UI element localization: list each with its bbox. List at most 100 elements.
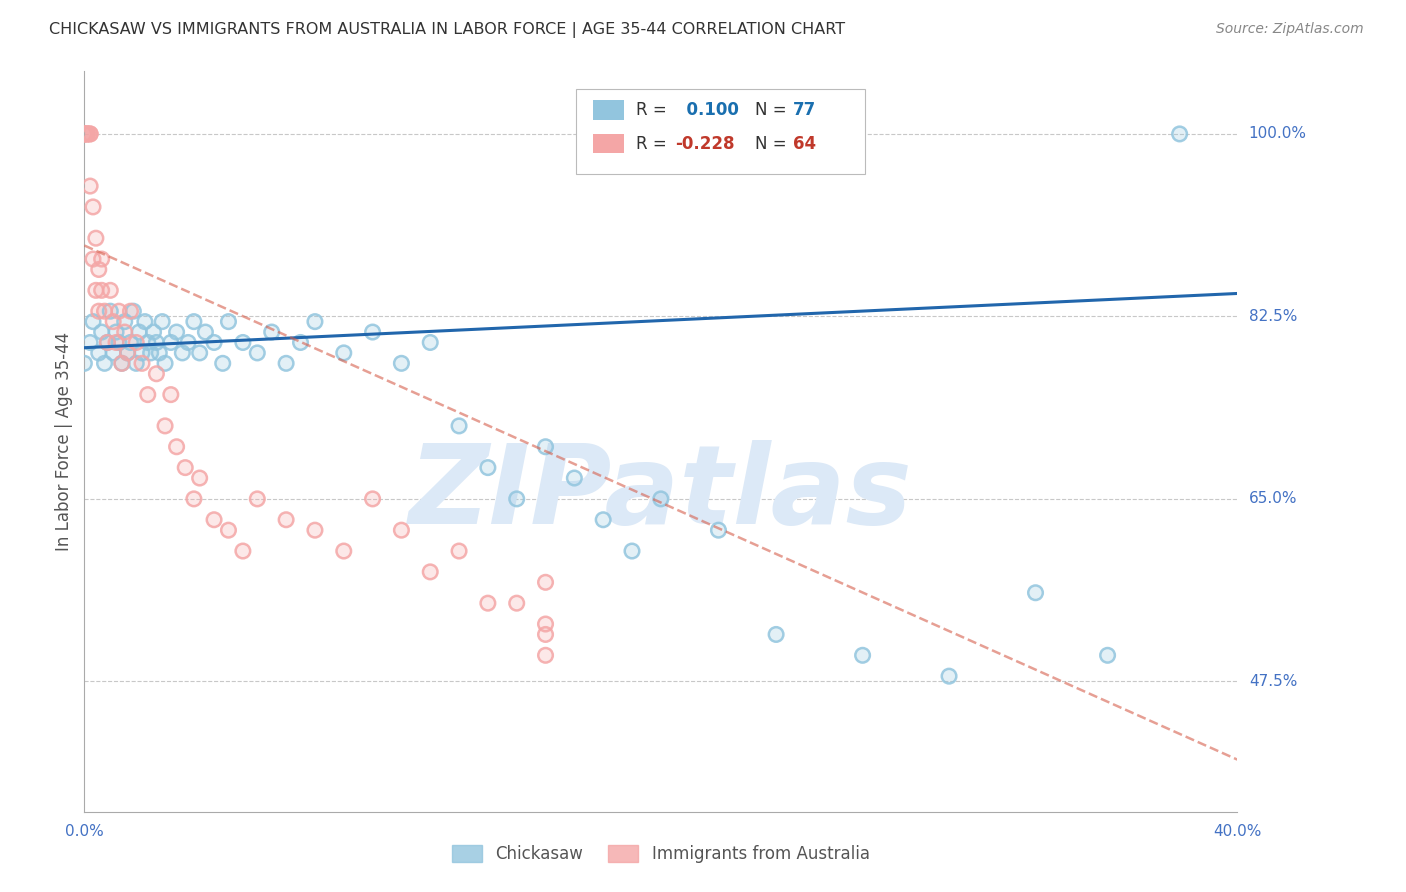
Point <box>139 346 162 360</box>
Point <box>1025 586 1047 600</box>
Point <box>84 231 107 245</box>
Point <box>111 356 134 370</box>
Point <box>90 325 112 339</box>
Point <box>131 356 153 370</box>
Point <box>76 127 98 141</box>
Point <box>125 335 148 350</box>
Point <box>96 335 118 350</box>
Point <box>592 513 614 527</box>
Point <box>650 491 672 506</box>
Point <box>183 315 205 329</box>
Point <box>188 346 211 360</box>
Point <box>202 513 225 527</box>
Point <box>87 262 110 277</box>
Point <box>117 346 139 360</box>
Point <box>79 127 101 141</box>
Point <box>148 346 170 360</box>
Point <box>90 283 112 297</box>
Point <box>79 127 101 141</box>
Point <box>122 304 145 318</box>
Point <box>98 304 121 318</box>
Text: 65.0%: 65.0% <box>1249 491 1298 507</box>
Point <box>290 335 312 350</box>
Text: 47.5%: 47.5% <box>1249 673 1298 689</box>
Point <box>1025 586 1047 600</box>
Point <box>73 127 96 141</box>
Point <box>852 648 875 663</box>
Point <box>96 335 118 350</box>
Point <box>202 513 225 527</box>
Point <box>142 325 165 339</box>
Point <box>449 418 471 433</box>
Text: 100.0%: 100.0% <box>1249 127 1306 142</box>
Point <box>73 127 96 141</box>
Point <box>333 346 356 360</box>
Point <box>73 127 96 141</box>
Point <box>361 325 384 339</box>
Point <box>98 283 121 297</box>
Point <box>103 346 124 360</box>
Text: 40.0%: 40.0% <box>1213 824 1261 839</box>
Point <box>938 669 960 683</box>
Point <box>122 304 145 318</box>
Point <box>304 315 326 329</box>
Point <box>90 283 112 297</box>
Point <box>246 491 269 506</box>
Point <box>707 523 730 537</box>
Point <box>160 387 183 401</box>
Point <box>188 346 211 360</box>
Point <box>765 627 787 641</box>
Point <box>139 346 162 360</box>
Point <box>105 325 128 339</box>
Point <box>73 127 96 141</box>
Point <box>211 356 233 370</box>
Point <box>477 596 499 610</box>
Point <box>96 335 118 350</box>
Point <box>90 252 112 266</box>
Point <box>125 356 148 370</box>
Point <box>145 367 167 381</box>
Point <box>391 523 413 537</box>
Point <box>852 648 875 663</box>
Point <box>449 544 471 558</box>
Point <box>150 315 173 329</box>
Text: -0.228: -0.228 <box>675 135 734 153</box>
Point <box>183 491 205 506</box>
Text: Source: ZipAtlas.com: Source: ZipAtlas.com <box>1216 22 1364 37</box>
Point <box>449 418 471 433</box>
Text: 0.100: 0.100 <box>675 101 738 119</box>
Point <box>621 544 644 558</box>
Point <box>120 304 142 318</box>
Point <box>177 335 200 350</box>
Text: R =: R = <box>636 101 672 119</box>
Point <box>592 513 614 527</box>
Point <box>188 471 211 485</box>
Point <box>276 513 298 527</box>
Point <box>96 335 118 350</box>
Point <box>105 325 128 339</box>
Text: 64: 64 <box>793 135 815 153</box>
Point <box>621 544 644 558</box>
Point <box>87 304 110 318</box>
Point <box>477 596 499 610</box>
Point <box>105 335 128 350</box>
Point <box>134 315 156 329</box>
Point <box>131 356 153 370</box>
Point <box>1168 127 1191 141</box>
Point <box>419 335 441 350</box>
Point <box>73 356 96 370</box>
Point <box>90 325 112 339</box>
Point <box>73 356 96 370</box>
Point <box>506 491 529 506</box>
Point <box>391 523 413 537</box>
Point <box>1097 648 1119 663</box>
Point <box>82 200 104 214</box>
Point <box>534 575 557 590</box>
Point <box>506 491 529 506</box>
Point <box>1168 127 1191 141</box>
Point <box>93 356 115 370</box>
Point <box>419 565 441 579</box>
Point <box>419 565 441 579</box>
Point <box>111 356 134 370</box>
Point <box>506 596 529 610</box>
